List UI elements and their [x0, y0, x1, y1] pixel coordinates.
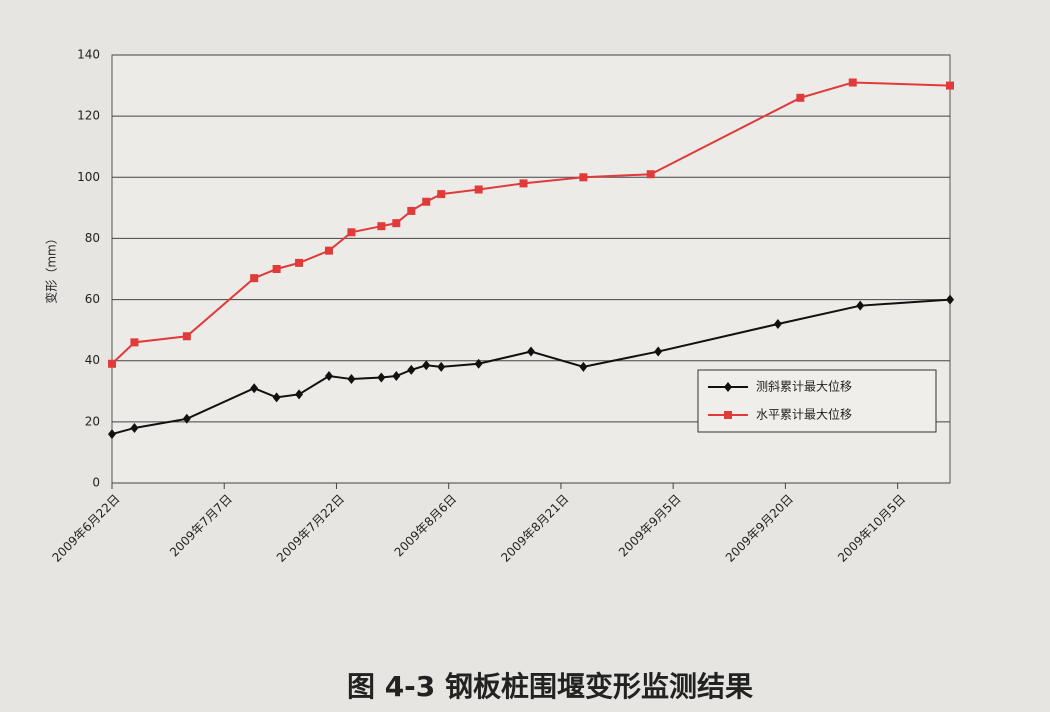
legend-marker: [724, 411, 732, 419]
data-point: [579, 173, 588, 182]
data-point: [377, 372, 386, 383]
data-point: [422, 197, 431, 206]
data-point: [519, 179, 528, 188]
data-point: [646, 170, 655, 179]
legend-label: 水平累计最大位移: [756, 407, 852, 422]
data-point: [407, 206, 416, 215]
x-tick-label: 2009年8月6日: [392, 492, 460, 560]
x-tick-label: 2009年9月20日: [723, 492, 796, 565]
data-point: [108, 359, 116, 368]
data-point: [437, 190, 446, 199]
legend-marker: [724, 382, 732, 392]
x-tick-label: 2009年6月22日: [49, 492, 122, 565]
data-point: [324, 371, 333, 381]
data-point: [182, 332, 191, 341]
data-point: [527, 346, 535, 357]
y-tick-label: 40: [85, 353, 100, 367]
x-tick-label: 2009年9月5日: [616, 492, 684, 560]
data-point: [324, 246, 333, 255]
data-point: [474, 358, 483, 369]
data-point: [272, 265, 281, 273]
data-point: [108, 429, 116, 440]
data-point: [474, 185, 483, 194]
data-point: [295, 389, 304, 400]
data-point: [377, 222, 386, 231]
data-point: [437, 361, 446, 372]
data-point: [848, 78, 857, 87]
y-tick-label: 60: [85, 292, 100, 306]
data-point: [130, 338, 139, 347]
data-point: [654, 346, 663, 357]
y-tick-label: 140: [77, 48, 100, 62]
data-point: [250, 274, 259, 283]
data-point: [407, 364, 416, 375]
y-tick-label: 0: [92, 476, 100, 490]
data-point: [130, 422, 139, 433]
data-point: [946, 81, 954, 90]
x-tick-label: 2009年7月7日: [167, 492, 235, 560]
x-tick-label: 2009年8月21日: [498, 492, 571, 565]
data-point: [796, 93, 805, 102]
data-point: [422, 360, 431, 371]
y-tick-label: 120: [77, 109, 100, 123]
data-point: [272, 392, 281, 403]
data-point: [392, 371, 401, 381]
data-point: [773, 319, 782, 330]
legend-label: 测斜累计最大位移: [756, 379, 852, 394]
data-point: [250, 383, 259, 394]
x-tick-label: 2009年10月5日: [835, 492, 908, 565]
y-tick-label: 20: [85, 414, 100, 428]
y-tick-label: 80: [85, 231, 100, 245]
legend: [697, 369, 937, 433]
y-tick-label: 100: [77, 170, 100, 184]
data-point: [347, 228, 356, 237]
data-point: [182, 413, 191, 424]
series-line: [111, 298, 951, 436]
y-axis-label: 变形（mm）: [44, 232, 59, 303]
data-point: [579, 361, 588, 372]
data-point: [946, 294, 954, 305]
data-point: [856, 300, 865, 311]
data-point: [392, 219, 401, 228]
x-tick-label: 2009年7月22日: [274, 492, 347, 565]
data-point: [295, 258, 304, 267]
chart-caption: 图 4-3 钢板桩围堰变形监测结果: [347, 670, 753, 703]
data-point: [347, 374, 356, 385]
